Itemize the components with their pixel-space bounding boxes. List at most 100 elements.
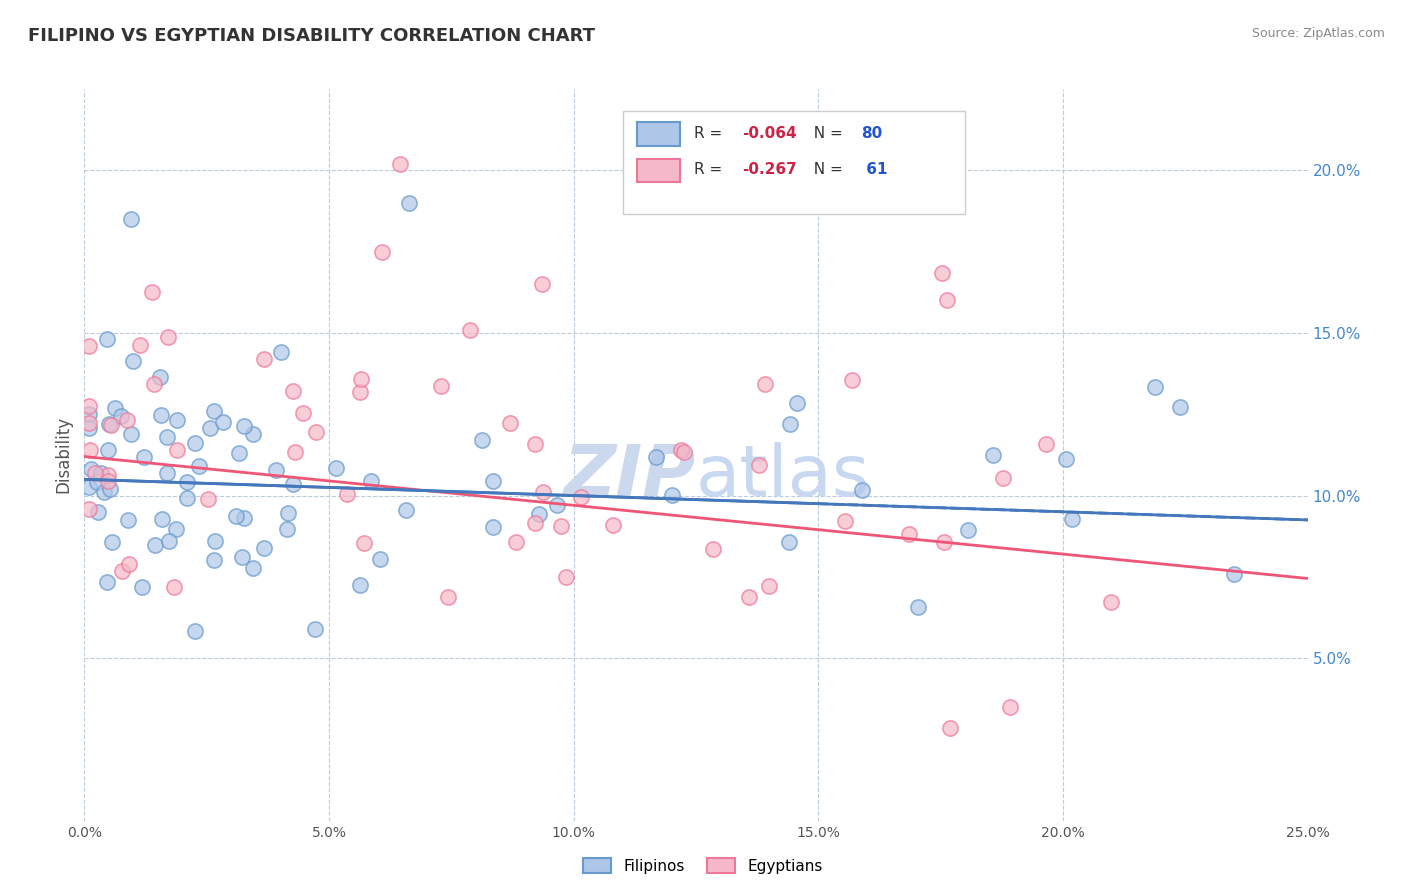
- Point: [370, 244, 392, 259]
- Point: [398, 196, 420, 211]
- Point: [77, 480, 100, 494]
- Point: [141, 285, 163, 299]
- Point: [228, 446, 250, 460]
- Point: [188, 459, 211, 474]
- Point: [77, 416, 100, 430]
- Point: [353, 536, 375, 550]
- Point: [281, 477, 304, 491]
- Point: [165, 522, 187, 536]
- Point: [156, 466, 179, 480]
- Point: [96, 332, 118, 346]
- Point: [110, 564, 132, 578]
- Point: [204, 533, 226, 548]
- Point: [1168, 401, 1191, 415]
- Point: [550, 519, 572, 533]
- Point: [531, 485, 554, 500]
- Point: [198, 421, 221, 435]
- Point: [150, 511, 173, 525]
- Text: R =: R =: [693, 162, 727, 178]
- Point: [115, 413, 138, 427]
- Point: [936, 293, 959, 307]
- Point: [77, 399, 100, 413]
- Bar: [637, 159, 681, 182]
- Point: [149, 370, 172, 384]
- Point: [163, 581, 186, 595]
- Point: [242, 427, 264, 442]
- Point: [156, 330, 179, 344]
- Point: [336, 487, 359, 501]
- Point: [481, 520, 503, 534]
- Point: [778, 534, 800, 549]
- Text: FILIPINO VS EGYPTIAN DISABILITY CORRELATION CHART: FILIPINO VS EGYPTIAN DISABILITY CORRELAT…: [28, 27, 595, 45]
- Point: [176, 491, 198, 506]
- Legend: Filipinos, Egyptians: Filipinos, Egyptians: [578, 852, 828, 880]
- Point: [233, 419, 256, 434]
- Text: R =: R =: [693, 126, 727, 141]
- Point: [202, 404, 225, 418]
- Point: [1035, 437, 1057, 451]
- Text: 61: 61: [860, 162, 887, 178]
- Point: [197, 491, 219, 506]
- Point: [1143, 379, 1166, 393]
- Point: [505, 535, 527, 549]
- Point: [349, 577, 371, 591]
- Point: [851, 483, 873, 498]
- Point: [907, 600, 929, 615]
- Point: [97, 442, 120, 457]
- Point: [531, 277, 554, 292]
- Point: [166, 442, 188, 457]
- Point: [202, 553, 225, 567]
- Point: [932, 535, 955, 549]
- Point: [176, 475, 198, 490]
- Point: [232, 511, 254, 525]
- Y-axis label: Disability: Disability: [55, 417, 73, 493]
- Point: [460, 323, 482, 337]
- Point: [103, 401, 125, 416]
- Point: [482, 474, 505, 488]
- Point: [1000, 699, 1022, 714]
- Point: [98, 482, 121, 496]
- Point: [524, 516, 547, 530]
- Point: [77, 501, 100, 516]
- Point: [184, 624, 207, 638]
- Text: 80: 80: [860, 126, 883, 141]
- FancyBboxPatch shape: [623, 112, 965, 213]
- Point: [166, 413, 188, 427]
- Point: [128, 337, 150, 351]
- Point: [270, 344, 292, 359]
- Point: [110, 409, 132, 423]
- Point: [90, 466, 112, 480]
- Point: [305, 425, 328, 440]
- Point: [100, 417, 122, 432]
- Point: [669, 443, 692, 458]
- Point: [471, 433, 494, 447]
- Point: [156, 430, 179, 444]
- Point: [1054, 452, 1077, 467]
- Point: [602, 518, 624, 533]
- Point: [737, 590, 759, 604]
- Text: -0.267: -0.267: [742, 162, 797, 178]
- Point: [211, 415, 233, 429]
- Point: [77, 339, 100, 353]
- Point: [748, 458, 770, 473]
- Point: [939, 721, 962, 735]
- Point: [120, 427, 142, 442]
- Point: [304, 622, 326, 636]
- Point: [143, 377, 166, 392]
- Point: [80, 462, 103, 476]
- Point: [325, 461, 347, 475]
- Point: [101, 534, 124, 549]
- Point: [993, 471, 1015, 485]
- Point: [79, 442, 101, 457]
- Point: [284, 445, 307, 459]
- Point: [754, 377, 776, 392]
- Point: [555, 570, 578, 584]
- Point: [87, 505, 110, 519]
- Text: Source: ZipAtlas.com: Source: ZipAtlas.com: [1251, 27, 1385, 40]
- Point: [131, 580, 153, 594]
- Point: [276, 522, 298, 536]
- Point: [77, 407, 100, 421]
- Point: [546, 498, 568, 512]
- Point: [252, 541, 274, 555]
- Point: [661, 488, 683, 502]
